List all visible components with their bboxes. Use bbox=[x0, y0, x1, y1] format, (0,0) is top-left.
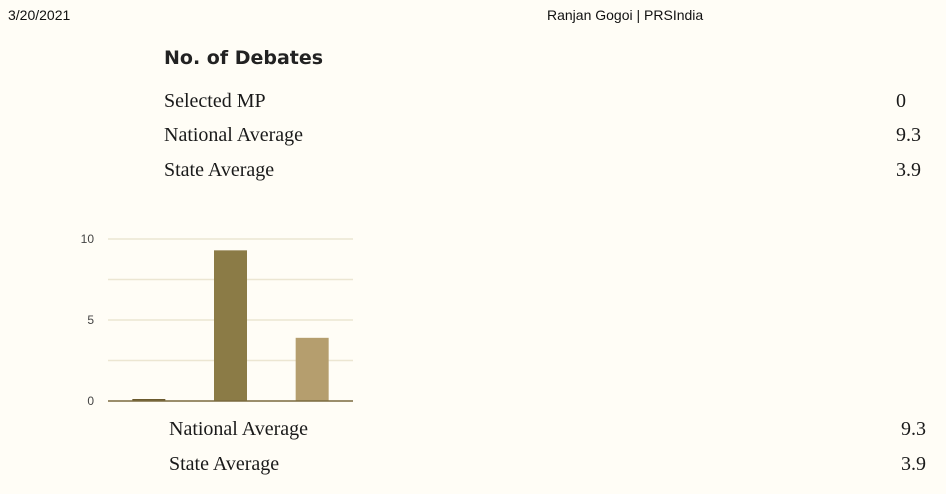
bar-national-average bbox=[214, 250, 247, 401]
legend-label-state-average: State Average bbox=[169, 453, 280, 475]
row-label-national-average: National Average bbox=[164, 124, 304, 146]
page-title: Ranjan Gogoi | PRSIndia bbox=[547, 7, 704, 23]
bar-state-average bbox=[295, 337, 329, 401]
bar-selected-mp bbox=[132, 399, 166, 401]
legend-value-state-average: 3.9 bbox=[901, 453, 926, 475]
row-value-national-average: 9.3 bbox=[896, 124, 921, 146]
y-tick-label: 0 bbox=[87, 394, 94, 408]
section-title: No. of Debates bbox=[164, 47, 324, 69]
row-label-state-average: State Average bbox=[164, 159, 275, 181]
print-date: 3/20/2021 bbox=[8, 7, 71, 23]
row-label-selected-mp: Selected MP bbox=[164, 90, 266, 112]
legend-label-national-average: National Average bbox=[169, 418, 309, 440]
y-tick-label: 5 bbox=[87, 313, 94, 327]
y-tick-label: 10 bbox=[81, 232, 95, 246]
row-value-selected-mp: 0 bbox=[896, 90, 906, 112]
legend-value-national-average: 9.3 bbox=[901, 418, 926, 440]
row-value-state-average: 3.9 bbox=[896, 159, 921, 181]
